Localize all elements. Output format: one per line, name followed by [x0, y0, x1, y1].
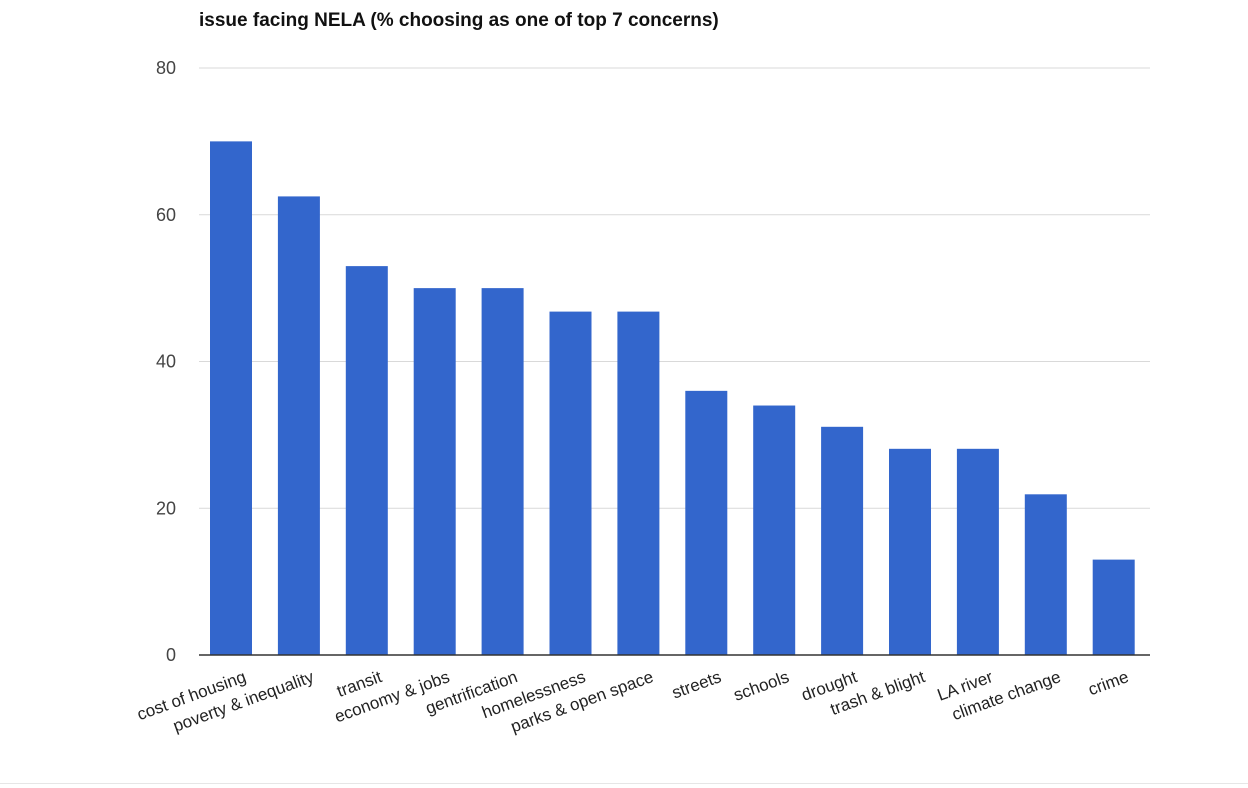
bar [1024, 494, 1067, 655]
y-tick-label: 80 [156, 58, 176, 78]
chart-title: issue facing NELA (% choosing as one of … [199, 10, 719, 31]
bar [549, 311, 592, 655]
bars [210, 141, 1135, 655]
y-tick-label: 0 [166, 645, 176, 665]
bottom-divider [0, 783, 1248, 784]
bar [617, 311, 660, 655]
bar [821, 426, 864, 655]
bar [345, 266, 388, 655]
bar [753, 405, 796, 655]
bar [277, 196, 320, 655]
x-category-label: schools [731, 667, 792, 705]
y-tick-label: 40 [156, 352, 176, 372]
bar [889, 448, 931, 655]
bar [413, 288, 456, 655]
gridlines [199, 67, 1150, 509]
x-category-label: crime [1086, 667, 1132, 699]
y-tick-label: 20 [156, 498, 176, 518]
bar [210, 141, 252, 655]
bar [1092, 559, 1135, 655]
bar [685, 390, 728, 655]
y-axis-tick-labels: 0 20 40 60 80 [156, 58, 176, 665]
y-tick-label: 60 [156, 205, 176, 225]
x-category-label: streets [669, 667, 723, 702]
bar [956, 448, 999, 655]
bar [481, 288, 524, 655]
